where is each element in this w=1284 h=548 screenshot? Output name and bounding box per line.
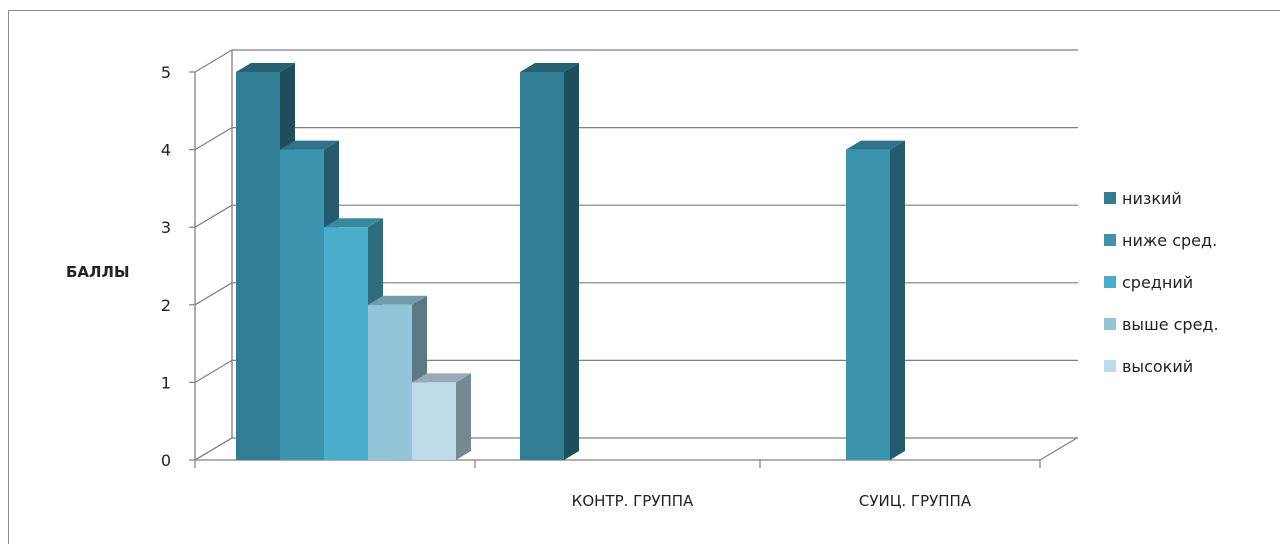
legend-label: высокий [1122,357,1193,376]
floor-right-edge [1039,437,1078,461]
bar-top [520,63,579,72]
legend-swatch [1104,234,1116,246]
bar-top [412,373,471,383]
chart-bars [236,63,905,460]
bar-front [236,72,280,460]
bar-front [324,227,368,460]
bar-side [890,140,905,460]
bar-top [236,63,295,72]
chart-legend: низкий ниже сред. средний выше сред. высокий [1104,189,1219,376]
y-tick-label: 5 [161,63,171,82]
bar-side [456,373,471,460]
floor-left-edge [194,437,233,461]
bar [412,373,471,460]
y-tick-label: 2 [161,296,171,315]
bar-front [412,382,456,460]
bar-front [280,149,324,460]
y-tick-label: 0 [161,451,171,470]
bar-side [564,63,579,460]
y-tick-label: 3 [161,218,171,237]
legend-swatch [1104,192,1116,204]
bar-top [846,140,905,150]
bar-top [280,140,339,150]
legend-label: низкий [1122,189,1182,208]
legend-swatch [1104,360,1116,372]
legend-label: выше сред. [1122,315,1219,334]
gridline-side [194,204,233,228]
chart-axes: 0 1 2 3 4 5 КОНТР. ГРУППА СУИЦ. ГРУППА [161,50,1078,510]
bar-top [324,218,383,228]
gridline-side [194,127,233,151]
bar [846,140,905,460]
bar [520,63,579,460]
bar-top [368,295,427,305]
gridline-side [194,282,233,306]
legend-swatch [1104,276,1116,288]
y-axis-label: БАЛЛЫ [66,263,130,281]
legend-swatch [1104,318,1116,330]
x-tick-label: КОНТР. ГРУППА [572,492,694,510]
bar-front [368,304,412,460]
legend-label: средний [1122,273,1193,292]
x-tick-label: СУИЦ. ГРУППА [859,492,972,510]
gridline-side [194,359,233,383]
y-tick-label: 4 [161,141,171,160]
legend-label: ниже сред. [1122,231,1217,250]
bar-front [520,72,564,460]
gridline-side [194,49,233,73]
y-tick-label: 1 [161,373,171,392]
chart-frame [8,10,1280,544]
bar-front [846,149,890,460]
